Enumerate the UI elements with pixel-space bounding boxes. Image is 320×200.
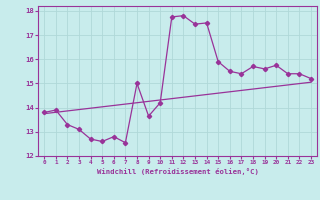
X-axis label: Windchill (Refroidissement éolien,°C): Windchill (Refroidissement éolien,°C) <box>97 168 259 175</box>
